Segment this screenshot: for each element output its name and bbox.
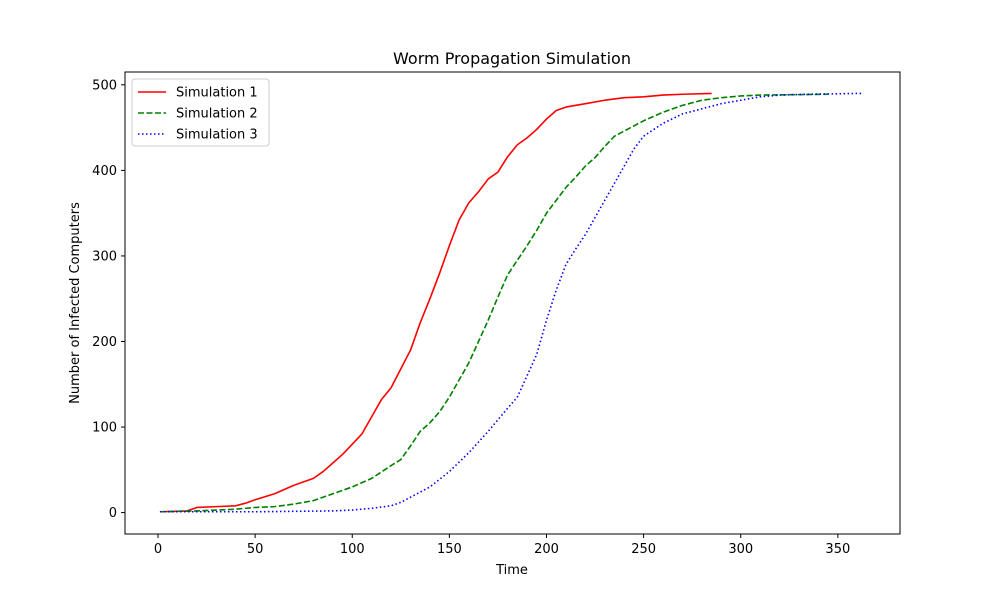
x-axis-title: Time — [495, 563, 528, 578]
y-tick-label: 500 — [92, 78, 117, 93]
x-tick-label: 350 — [825, 542, 850, 557]
x-tick-label: 200 — [534, 542, 559, 557]
legend-box — [131, 78, 270, 147]
y-axis-title: Number of Infected Computers — [68, 202, 83, 404]
y-tick-label: 200 — [92, 335, 117, 350]
x-axis: 0 50 100 150 200 250 300 350 — [154, 534, 850, 557]
x-tick-label: 150 — [437, 542, 462, 557]
series-line-2 — [159, 93, 829, 513]
y-tick-label: 300 — [92, 249, 117, 264]
legend-label-1: Simulation 1 — [176, 86, 258, 101]
y-axis: 0 100 200 300 400 500 — [92, 78, 125, 521]
legend-label-3: Simulation 3 — [176, 128, 258, 143]
series-layer — [159, 92, 862, 513]
x-tick-label: 50 — [247, 542, 264, 557]
legend-label-2: Simulation 2 — [176, 107, 258, 122]
series-line-3 — [159, 92, 862, 513]
x-tick-label: 0 — [154, 542, 162, 557]
legend: Simulation 1 Simulation 2 Simulation 3 — [131, 78, 270, 147]
x-tick-label: 100 — [340, 542, 365, 557]
y-tick-label: 400 — [92, 164, 117, 179]
y-tick-label: 100 — [92, 421, 117, 436]
x-tick-label: 250 — [631, 542, 656, 557]
series-line-1 — [159, 92, 712, 513]
plot-frame — [124, 71, 901, 535]
y-tick-label: 0 — [109, 506, 117, 521]
chart-title: Worm Propagation Simulation — [393, 49, 631, 68]
x-tick-label: 300 — [728, 542, 753, 557]
